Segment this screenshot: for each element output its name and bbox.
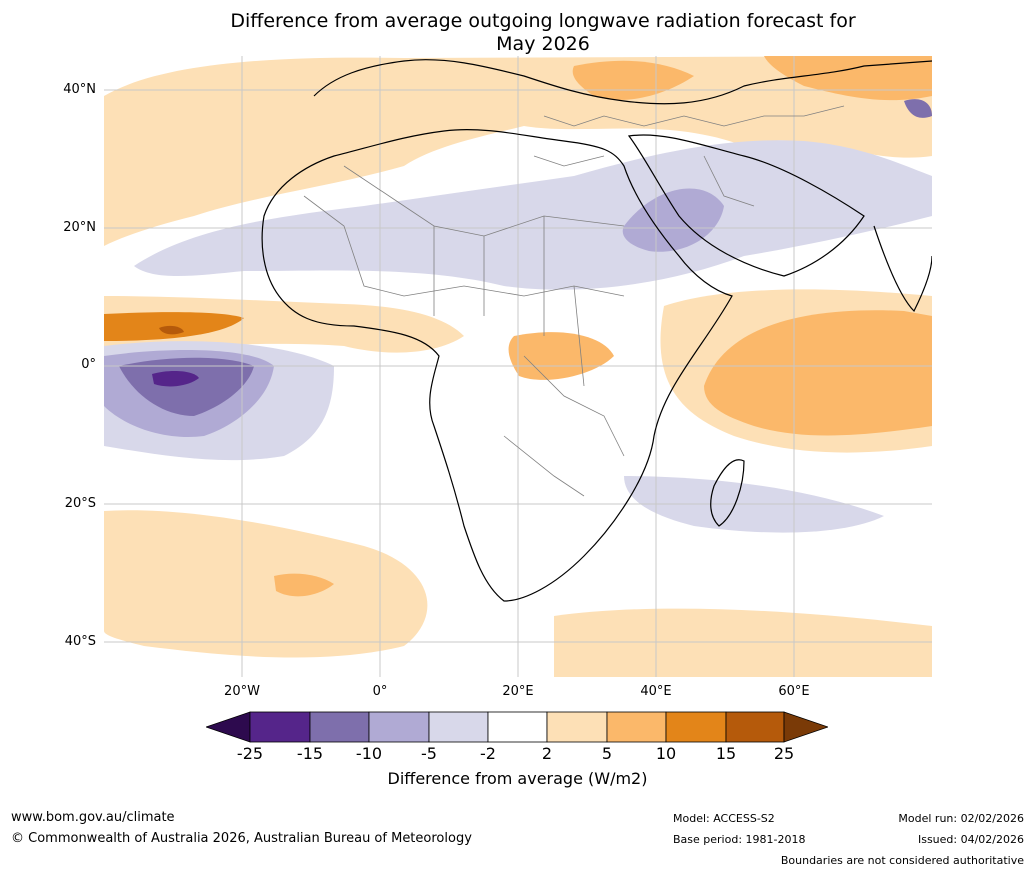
anomaly-negative-dark-atlantic: [119, 357, 254, 416]
anomaly-positive-light-north: [104, 56, 932, 246]
colorbar-tick: -5: [421, 744, 437, 763]
olr-anomaly-map: [104, 56, 932, 677]
footer-issued: Issued: 04/02/2026: [917, 833, 1024, 846]
colorbar-bin-neg2-2: [487, 711, 548, 743]
footer-model: Model: ACCESS-S2: [673, 812, 775, 825]
border-line: [433, 216, 585, 387]
anomaly-positive-light-south-indian: [554, 608, 932, 677]
anomaly-positive-mid-congo: [508, 332, 614, 380]
map-title: Difference from average outgoing longwav…: [0, 10, 1035, 56]
lat-label-40n: 40°N: [63, 82, 96, 97]
colorbar-tick: -15: [296, 744, 324, 763]
anomaly-positive-mid-asia: [764, 56, 932, 101]
graticule: [104, 56, 932, 677]
colorbar-bin-neg10-neg5: [368, 711, 430, 743]
lon-label-0: 0°: [372, 684, 388, 699]
border-line: [533, 155, 755, 207]
lat-label-eq: 0°: [81, 357, 96, 372]
map-title-line1: Difference from average outgoing longwav…: [230, 10, 856, 32]
map-title-line2: May 2026: [496, 33, 590, 55]
anomaly-positive-darkest-guinea: [159, 325, 184, 335]
map-canvas: [104, 56, 932, 677]
footer-website: www.bom.gov.au/climate: [11, 810, 175, 825]
anomaly-negative-darkest-atlantic: [152, 370, 199, 387]
colorbar-tick: 15: [715, 744, 737, 763]
anomaly-negative-dark-asia: [904, 99, 932, 118]
lat-label-20n: 20°N: [63, 220, 96, 235]
border-line: [503, 355, 625, 497]
footer-base-period: Base period: 1981-2018: [673, 833, 806, 846]
anomaly-positive-mid-indian: [704, 310, 932, 436]
border-line: [343, 165, 625, 237]
footer-disclaimer: Boundaries are not considered authoritat…: [780, 854, 1024, 867]
colorbar-tick: 10: [655, 744, 677, 763]
europe-coastline: [313, 59, 932, 105]
anomaly-negative-light-sahel: [134, 140, 932, 290]
colorbar-bin-neg25-neg15: [249, 711, 311, 743]
lon-label-20w: 20°W: [224, 684, 260, 699]
colorbar-bin-neg15-neg10: [309, 711, 370, 743]
anomaly-positive-light-south-atlantic: [104, 510, 428, 658]
coastlines: [261, 59, 932, 602]
colorbar-tick: 5: [601, 744, 613, 763]
colorbar-bin-15-25: [725, 711, 785, 743]
colorbar-label: Difference from average (W/m2): [387, 769, 648, 788]
lon-label-60e: 60°E: [778, 684, 810, 699]
colorbar-tick: -10: [355, 744, 383, 763]
colorbar-bin-neg5-neg2: [428, 711, 489, 743]
colorbar: [206, 711, 828, 743]
colorbar-tick: -25: [236, 744, 264, 763]
arabia-coastline: [627, 134, 865, 277]
colorbar-bin-2-5: [546, 711, 608, 743]
border-line: [543, 105, 845, 127]
country-borders: [303, 105, 845, 497]
colorbar-tick: -2: [480, 744, 496, 763]
colorbar-under-triangle: [206, 711, 251, 743]
lat-label-20s: 20°S: [64, 496, 96, 511]
lat-label-40s: 40°S: [64, 634, 96, 649]
anomaly-positive-mid-south-atlantic: [274, 573, 334, 597]
africa-coastline: [261, 129, 733, 602]
madagascar-coastline: [710, 459, 745, 527]
footer-model-run: Model run: 02/02/2026: [898, 812, 1024, 825]
colorbar-bin-5-10: [606, 711, 667, 743]
colorbar-bin-10-15: [665, 711, 727, 743]
footer-copyright: © Commonwealth of Australia 2026, Austra…: [11, 831, 472, 846]
colorbar-tick: 2: [541, 744, 553, 763]
lon-label-40e: 40°E: [640, 684, 672, 699]
anomaly-positive-light-guinea: [104, 296, 464, 353]
india-coastline: [873, 225, 932, 313]
colorbar-tick: 25: [773, 744, 795, 763]
colorbar-over-triangle: [783, 711, 828, 743]
lon-label-20e: 20°E: [502, 684, 534, 699]
